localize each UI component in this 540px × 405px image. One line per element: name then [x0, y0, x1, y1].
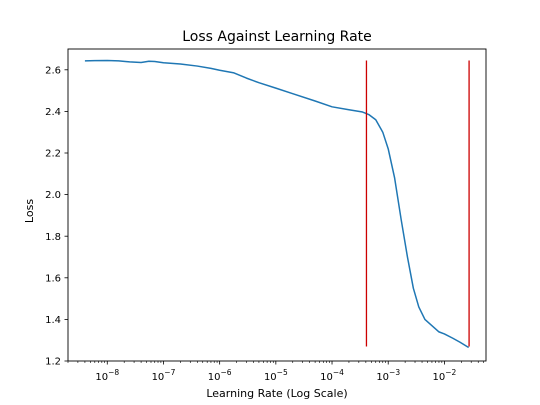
y-tick-label: 1.4 [45, 315, 61, 326]
loss-curve-line [84, 59, 470, 349]
x-tick-label: 10−3 [376, 368, 400, 383]
y-axis-label: Loss [23, 199, 36, 223]
y-tick-label: 2.2 [45, 149, 61, 160]
y-tick-label: 1.6 [45, 273, 61, 284]
y-tick-label: 1.8 [45, 232, 61, 243]
chart-title: Loss Against Learning Rate [182, 29, 372, 45]
x-tick-label: 10−4 [320, 368, 344, 383]
x-tick-label: 10−8 [95, 368, 119, 383]
x-tick-label: 10−7 [152, 368, 176, 383]
y-tick-label: 1.2 [45, 357, 61, 368]
plot-frame [67, 48, 487, 362]
plot-area: 10−8 10−7 10−6 10−5 10−4 10−3 10−2 1.2 1.4 1.6 1.8… [45, 59, 484, 383]
y-tick-label: 2.4 [45, 107, 61, 118]
x-tick-label: 10−6 [208, 368, 232, 383]
x-axis-label: Learning Rate (Log Scale) [206, 387, 347, 400]
y-tick-label: 2.0 [45, 190, 61, 201]
x-tick-label: 10−2 [433, 368, 457, 383]
y-tick-label: 2.6 [45, 65, 61, 76]
x-tick-label: 10−5 [264, 368, 288, 383]
